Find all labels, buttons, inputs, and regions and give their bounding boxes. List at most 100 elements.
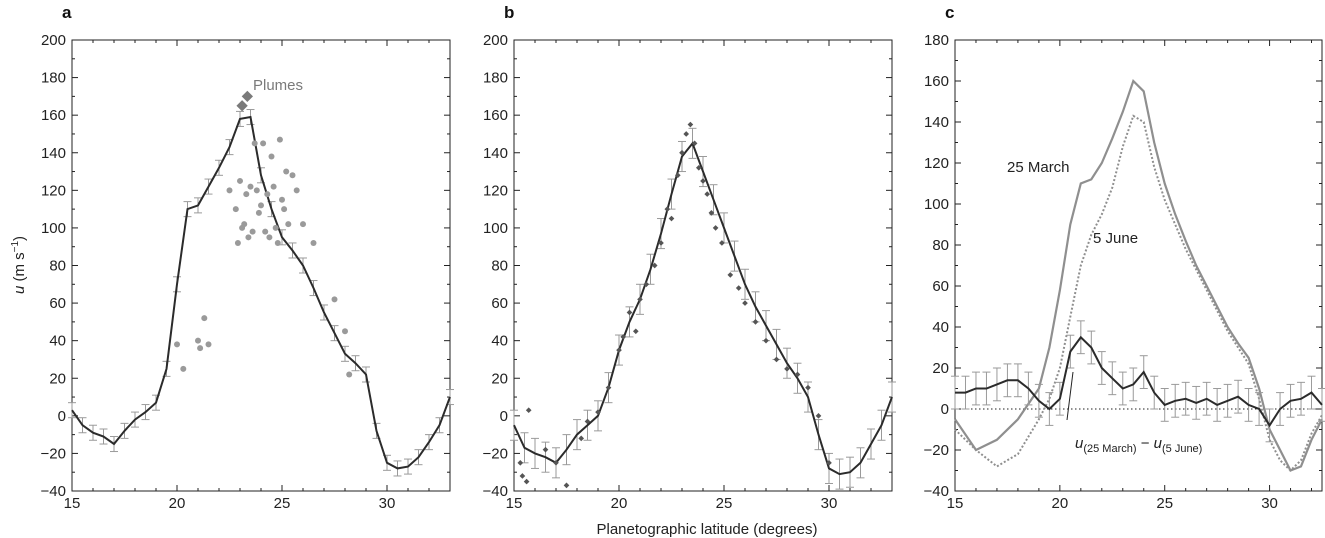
- scatter-point: [283, 168, 290, 175]
- scatter-point: [553, 459, 559, 466]
- y-tick-label: 80: [49, 258, 66, 275]
- scatter-point: [342, 328, 348, 335]
- scatter-point: [234, 239, 241, 246]
- panel-a: a −40 −20 0 20 40 60 80 100 120 140 160 180 200 15 20 2…: [41, 3, 454, 512]
- scatter-point: [735, 285, 742, 291]
- y-tick-label: 200: [483, 32, 508, 49]
- scatter-point: [784, 366, 790, 372]
- panel-b-marks: [510, 121, 896, 490]
- scatter-point: [264, 191, 271, 198]
- scatter-point: [245, 234, 252, 241]
- y-tick-label: 80: [932, 237, 949, 254]
- scatter-point: [727, 272, 734, 278]
- scatter-point: [687, 121, 694, 128]
- y-tick-label: 120: [924, 155, 949, 172]
- scatter-point: [683, 131, 690, 137]
- y-tick-label: −40: [924, 483, 949, 500]
- scatter-point: [695, 164, 702, 171]
- scatter-point: [815, 413, 822, 419]
- scatter-point: [260, 140, 267, 147]
- y-tick-label: 120: [41, 182, 66, 199]
- x-tick-label: 30: [379, 495, 396, 512]
- scatter-point: [201, 315, 208, 322]
- scatter-point: [674, 172, 681, 179]
- x-tick-label: 15: [947, 495, 964, 512]
- x-tick-label: 30: [1261, 495, 1278, 512]
- difference-label: u(25 March) − u(5 June): [1075, 435, 1202, 455]
- y-tick-label: −20: [483, 445, 508, 462]
- difference-label-sub2: (5 June): [1162, 443, 1202, 455]
- scatter-point: [253, 187, 260, 194]
- y-tick-label: 160: [924, 73, 949, 90]
- scatter-point: [542, 446, 549, 453]
- scatter-point: [270, 183, 277, 190]
- x-tick-label: 20: [1052, 495, 1069, 512]
- series-line-c-2: [955, 335, 1323, 428]
- scatter-point: [289, 172, 296, 179]
- scatter-point: [742, 300, 748, 306]
- y-tick-label: 100: [41, 220, 66, 237]
- y-tick-label: 160: [483, 107, 508, 124]
- y-tick-label: 40: [932, 319, 949, 336]
- series-line-c-0: [954, 78, 1323, 472]
- difference-label-minus: −: [1137, 435, 1154, 452]
- series-line-a-0: [71, 115, 451, 470]
- scatter-point: [255, 209, 262, 216]
- scatter-point: [346, 371, 353, 378]
- scatter-point: [643, 281, 650, 288]
- scatter-point: [525, 407, 532, 414]
- scatter-point: [664, 206, 671, 212]
- difference-label-var2: u: [1154, 435, 1163, 452]
- y-tick-label: 0: [500, 408, 508, 425]
- series-line-c-1: [954, 114, 1323, 472]
- x-tick-label: 15: [506, 495, 523, 512]
- y-tick-label: 0: [58, 408, 66, 425]
- y-tick-label: 100: [483, 220, 508, 237]
- x-tick-label: 25: [1156, 495, 1173, 512]
- scatter-point: [293, 187, 300, 194]
- y-axis-close: ): [11, 236, 28, 241]
- scatter-point: [281, 206, 288, 213]
- scatter-point: [205, 341, 212, 348]
- y-tick-label: 20: [491, 370, 508, 387]
- x-axis-title: Planetographic latitude (degrees): [597, 521, 818, 538]
- scatter-point: [268, 153, 275, 160]
- x-tick-label: 20: [611, 495, 628, 512]
- y-tick-label: 80: [491, 258, 508, 275]
- scatter-point: [616, 347, 622, 353]
- panel-c-label: c: [945, 3, 954, 22]
- scatter-point: [272, 224, 279, 231]
- panel-b-label: b: [504, 3, 514, 22]
- y-axis-unit: (m s: [11, 252, 28, 285]
- panel-c: c −40 −20 0 20 40 60 80 100 120 140 160 180 15 20 25 30…: [924, 3, 1325, 512]
- scatter-point: [700, 178, 706, 184]
- scatter-point: [584, 418, 591, 425]
- panel-b-ticks: −40 −20 0 20 40 60 80 100 120 140 160 180 200 15 20 25 3…: [483, 32, 893, 512]
- difference-pointer: [1066, 371, 1074, 421]
- panel-b-frame: [513, 39, 893, 492]
- y-tick-label: 20: [932, 360, 949, 377]
- y-tick-label: 20: [49, 370, 66, 387]
- y-tick-label: 200: [41, 32, 66, 49]
- scatter-point: [578, 435, 585, 442]
- scatter-point: [752, 319, 759, 325]
- panel-a-ticks: −40 −20 0 20 40 60 80 100 120 140 160 180 200 15 20 25 3…: [41, 32, 451, 512]
- scatter-point: [226, 187, 233, 194]
- scatter-point: [658, 240, 664, 246]
- y-tick-label: 140: [924, 114, 949, 131]
- y-tick-label: 60: [932, 278, 949, 295]
- scatter-point: [620, 334, 627, 340]
- y-tick-label: 140: [41, 145, 66, 162]
- y-axis-var: u: [11, 285, 28, 294]
- march-label: 25 March: [1007, 159, 1070, 176]
- y-tick-label: 180: [483, 70, 508, 87]
- scatter-point: [279, 196, 285, 203]
- y-tick-label: −20: [41, 445, 66, 462]
- y-tick-label: 160: [41, 107, 66, 124]
- x-tick-label: 25: [716, 495, 733, 512]
- scatter-point: [563, 482, 570, 489]
- scatter-point: [247, 183, 254, 190]
- y-tick-label: 140: [483, 145, 508, 162]
- x-tick-label: 15: [64, 495, 81, 512]
- y-tick-label: 180: [41, 70, 66, 87]
